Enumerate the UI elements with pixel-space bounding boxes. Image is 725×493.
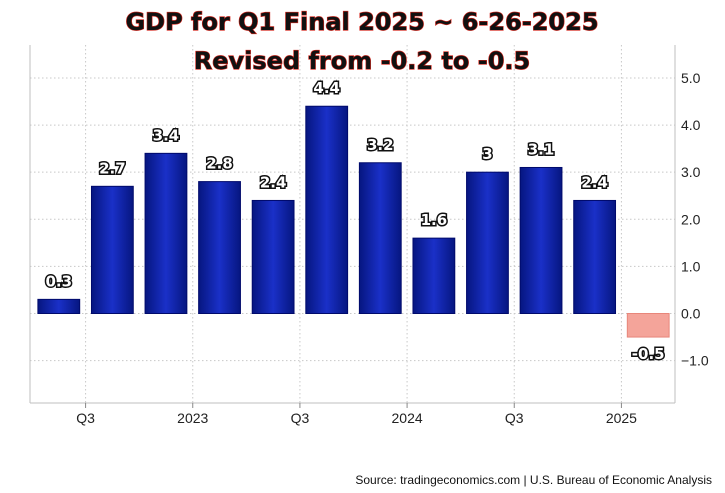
plot-frame [29, 45, 676, 404]
bar [37, 298, 81, 314]
data-label: 2.4 [581, 173, 608, 191]
x-axis: Q3 2023 Q3 2024 Q3 2025 [76, 403, 637, 426]
y-tick-label: 4.0 [681, 117, 701, 133]
data-label: 2.7 [99, 159, 126, 177]
chart-subtitle: Revised from -0.2 to -0.5 [194, 47, 530, 75]
data-label: -0.5 [632, 345, 665, 363]
bar [358, 162, 402, 314]
bar [144, 152, 188, 314]
x-tick-label: 2024 [392, 410, 423, 426]
data-label: 2.4 [260, 173, 287, 191]
x-tick-label: Q3 [291, 410, 310, 426]
data-label: 3.4 [153, 126, 180, 144]
data-label: 0.3 [46, 272, 73, 290]
bar [305, 105, 349, 314]
data-label: 1.6 [421, 211, 448, 229]
bar [412, 237, 456, 314]
grid-lines [30, 45, 675, 403]
y-tick-label: 3.0 [681, 164, 701, 180]
x-tick-label: 2025 [606, 410, 637, 426]
bars [37, 105, 670, 338]
y-tick-label: 0.0 [681, 306, 701, 322]
bar [626, 313, 670, 338]
bar [90, 185, 134, 315]
data-label: 2.8 [206, 155, 233, 173]
x-tick-label: Q3 [76, 410, 95, 426]
source-note: Source: tradingeconomics.com | U.S. Bure… [355, 473, 712, 487]
y-tick-label: −1.0 [681, 353, 709, 369]
data-label: 4.4 [313, 79, 340, 97]
y-tick-label: 5.0 [681, 70, 701, 86]
data-labels: 0.3 2.7 3.4 2.8 2.4 4.4 3.2 1.6 3 3.1 2.4 -0.5 [44, 78, 666, 365]
x-tick-label: 2023 [177, 410, 208, 426]
bar [198, 181, 241, 314]
data-label: 3.1 [528, 140, 555, 158]
bar [573, 199, 617, 315]
y-axis: 5.0 4.0 3.0 2.0 1.0 0.0 −1.0 [681, 70, 709, 369]
data-label: 3.2 [367, 136, 394, 154]
bar [251, 199, 295, 315]
y-tick-label: 1.0 [681, 258, 701, 274]
y-tick-label: 2.0 [681, 211, 701, 227]
bar [519, 166, 563, 314]
bar [466, 171, 509, 314]
chart-title: GDP for Q1 Final 2025 ~ 6-26-2025 [125, 8, 598, 36]
x-tick-label: Q3 [505, 410, 524, 426]
data-label: 3 [482, 145, 492, 163]
